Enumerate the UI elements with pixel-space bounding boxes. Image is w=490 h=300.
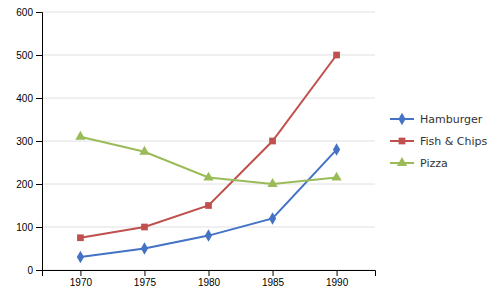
y-tick-label: 0 bbox=[27, 265, 33, 276]
legend-label: Hamburger bbox=[420, 113, 483, 126]
y-tick-mark bbox=[36, 270, 42, 271]
y-tick-label: 100 bbox=[16, 222, 33, 233]
grid-line bbox=[42, 12, 375, 13]
y-axis: 0 100 200 300 400 500 600 bbox=[16, 7, 42, 276]
y-axis-line bbox=[36, 13, 43, 271]
x-tick: 1990 bbox=[326, 270, 349, 288]
y-tick-label: 500 bbox=[16, 50, 33, 61]
y-tick: 0 bbox=[27, 265, 42, 276]
legend-item: Pizza bbox=[390, 157, 448, 170]
series-marker bbox=[77, 234, 84, 241]
series-marker bbox=[141, 224, 148, 231]
plot-area: 1970 1975 1980 1985 1990 0 100 200 300 400 500 600 bbox=[16, 7, 375, 288]
x-tick-mark bbox=[337, 270, 338, 276]
y-tick-label: 200 bbox=[16, 179, 33, 190]
x-tick-mark bbox=[80, 270, 81, 276]
x-tick-mark bbox=[209, 270, 210, 276]
y-tick-label: 300 bbox=[16, 136, 33, 147]
x-tick-label: 1985 bbox=[262, 277, 285, 288]
y-tick: 600 bbox=[16, 7, 42, 18]
series-marker bbox=[203, 172, 213, 181]
x-tick-label: 1970 bbox=[70, 277, 93, 288]
y-tick: 400 bbox=[16, 93, 42, 104]
legend: Hamburger Fish & Chips Pizza bbox=[390, 113, 488, 170]
series-marker bbox=[331, 172, 341, 181]
series-marker bbox=[333, 143, 340, 155]
x-tick-mark bbox=[144, 270, 145, 276]
y-tick: 200 bbox=[16, 179, 42, 190]
y-tick: 300 bbox=[16, 136, 42, 147]
series-marker bbox=[333, 52, 340, 59]
grid-line bbox=[42, 55, 375, 56]
legend-marker bbox=[398, 113, 405, 125]
grid bbox=[42, 12, 375, 270]
series-marker bbox=[205, 229, 212, 241]
series-line bbox=[80, 150, 336, 258]
series-marker bbox=[205, 202, 212, 209]
series-marker bbox=[269, 212, 276, 224]
x-tick-label: 1975 bbox=[134, 277, 157, 288]
x-tick: 1975 bbox=[134, 270, 157, 288]
x-tick-label: 1980 bbox=[198, 277, 221, 288]
grid-line bbox=[42, 141, 375, 142]
series-marker bbox=[77, 251, 84, 263]
y-tick-mark bbox=[36, 227, 42, 228]
y-tick-mark bbox=[36, 98, 42, 99]
grid-line bbox=[42, 227, 375, 228]
y-tick-label: 400 bbox=[16, 93, 33, 104]
series-marker bbox=[269, 138, 276, 145]
legend-label: Fish & Chips bbox=[420, 135, 488, 148]
legend-item: Fish & Chips bbox=[390, 135, 488, 148]
legend-label: Pizza bbox=[420, 157, 448, 170]
y-tick-mark bbox=[36, 141, 42, 142]
x-tick: 1970 bbox=[70, 270, 93, 288]
series-marker bbox=[267, 178, 277, 187]
y-tick: 100 bbox=[16, 222, 42, 233]
legend-item: Hamburger bbox=[390, 113, 483, 126]
y-tick: 500 bbox=[16, 50, 42, 61]
grid-line bbox=[42, 98, 375, 99]
y-tick-mark bbox=[36, 55, 42, 56]
grid-line bbox=[42, 184, 375, 185]
legend-marker bbox=[397, 157, 407, 166]
y-tick-mark bbox=[36, 12, 42, 13]
x-tick-label: 1990 bbox=[326, 277, 349, 288]
x-tick-mark bbox=[273, 270, 274, 276]
chart: 1970 1975 1980 1985 1990 0 100 200 300 400 500 600 H… bbox=[0, 0, 490, 300]
x-axis: 1970 1975 1980 1985 1990 bbox=[43, 270, 376, 288]
y-tick-label: 600 bbox=[16, 7, 33, 18]
series-marker bbox=[141, 242, 148, 254]
series-line bbox=[80, 137, 336, 184]
legend-marker bbox=[399, 138, 406, 145]
x-axis-line bbox=[43, 271, 376, 277]
marks bbox=[75, 52, 341, 264]
y-tick-mark bbox=[36, 184, 42, 185]
series-marker bbox=[75, 131, 85, 140]
x-tick: 1985 bbox=[262, 270, 285, 288]
series-line bbox=[80, 55, 336, 238]
x-tick: 1980 bbox=[198, 270, 221, 288]
series-marker bbox=[139, 146, 149, 155]
